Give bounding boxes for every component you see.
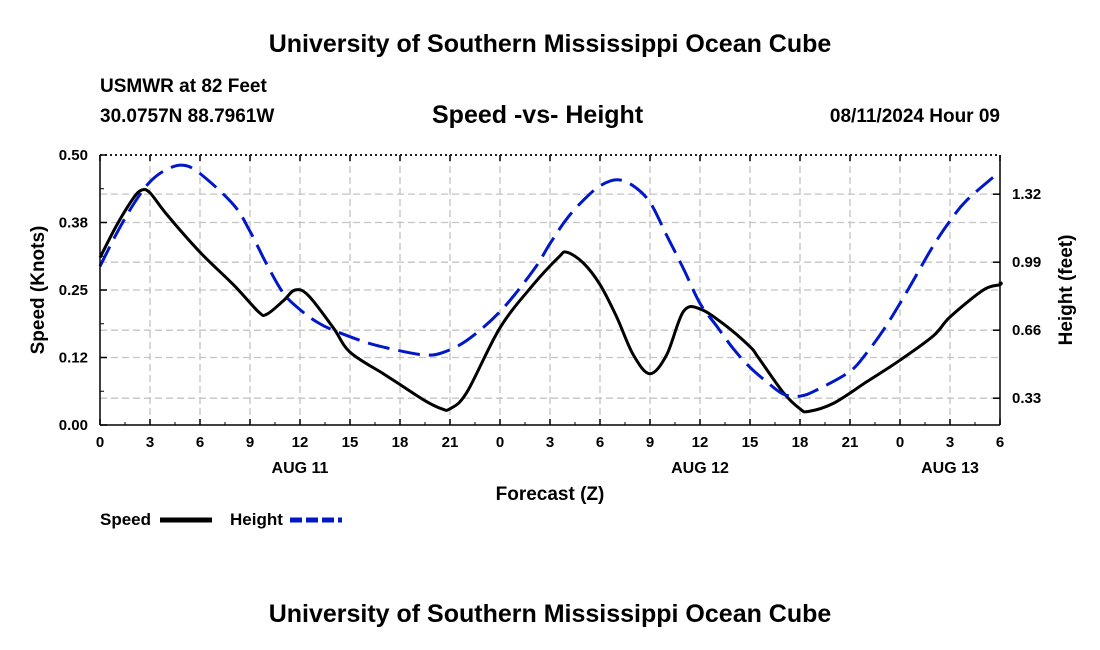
y-axis-title: Speed (Knots)	[28, 226, 49, 355]
station-label: USMWR at 82 Feet	[100, 76, 267, 97]
axis-labels: Forecast (Z) Speed (Knots) Height (feet)	[28, 226, 1077, 505]
x-tick-label: 18	[392, 434, 409, 451]
x-tick-label: 12	[292, 434, 309, 451]
x-tick-label: 18	[792, 434, 809, 451]
x-axis-title: Forecast (Z)	[496, 484, 605, 505]
y2-tick-label: 0.66	[1012, 322, 1041, 339]
page-title: University of Southern Mississippi Ocean…	[268, 30, 832, 58]
y-tick-label: 0.12	[59, 350, 88, 367]
legend-label-speed: Speed	[100, 510, 151, 529]
x-tick-label: 0	[496, 434, 504, 451]
forecast-datetime: 08/11/2024 Hour 09	[829, 106, 1000, 127]
coordinates-label: 30.0757N 88.7961W	[100, 106, 275, 127]
x-tick-label: 6	[196, 434, 204, 451]
x-tick-label: 3	[546, 434, 554, 451]
x-tick-label: 6	[596, 434, 604, 451]
legend-label-height: Height	[230, 510, 283, 529]
y2-tick-label: 1.32	[1012, 186, 1041, 203]
x-tick-label: 21	[842, 434, 859, 451]
x-tick-label: 6	[996, 434, 1004, 451]
x-tick-label: 15	[342, 434, 359, 451]
x-tick-label: 21	[442, 434, 459, 451]
series-line-height	[98, 163, 1001, 398]
y-tick-label: 0.25	[59, 282, 88, 299]
x-tick-label: 3	[146, 434, 154, 451]
y-tick-label: 0.38	[59, 215, 88, 232]
footer-title: University of Southern Mississippi Ocean…	[268, 600, 832, 628]
y2-tick-label: 0.33	[1012, 390, 1041, 407]
series-line-speed	[98, 188, 1003, 414]
x-tick-label: 9	[246, 434, 254, 451]
axes: 0 3 6 9 12 15 18 21 0 3 6 9 12 15 18 21 0 3 6 AUG 11 AUG 12 A…	[59, 147, 1041, 477]
grid-lines	[100, 155, 1000, 425]
chart-subtitle: Speed -vs- Height	[432, 101, 644, 129]
x-tick-label: 0	[896, 434, 904, 451]
legend: Speed Height	[100, 510, 342, 529]
x-tick-label: 15	[742, 434, 759, 451]
date-label: AUG 13	[921, 460, 979, 477]
y-tick-label: 0.50	[59, 147, 88, 164]
y2-tick-label: 0.99	[1012, 254, 1041, 271]
date-label: AUG 11	[272, 460, 329, 477]
series-lines	[98, 163, 1003, 414]
date-label: AUG 12	[671, 460, 729, 477]
x-tick-label: 3	[946, 434, 954, 451]
y-tick-label: 0.00	[59, 417, 88, 434]
y2-axis-title: Height (feet)	[1056, 235, 1077, 346]
x-tick-label: 9	[646, 434, 654, 451]
x-tick-label: 12	[692, 434, 709, 451]
x-tick-label: 0	[96, 434, 104, 451]
